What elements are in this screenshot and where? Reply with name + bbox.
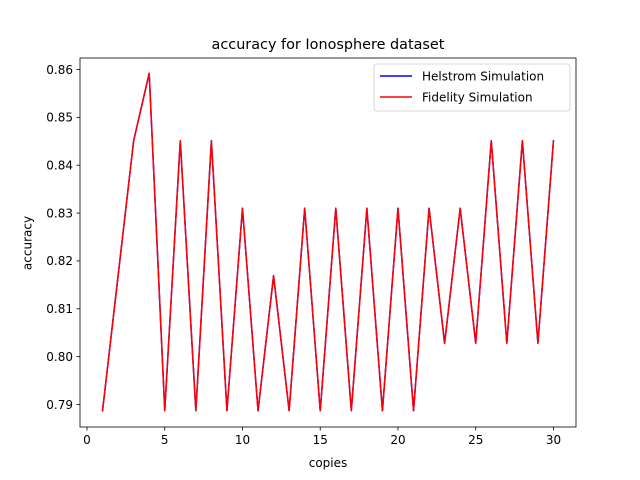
y-tick-label: 0.81 — [46, 302, 73, 316]
y-tick-label: 0.80 — [46, 350, 73, 364]
plot-area — [79, 57, 577, 428]
y-axis-label: accuracy — [21, 216, 35, 270]
legend-label: Helstrom Simulation — [422, 69, 544, 83]
x-axis-ticks: 0 5 10 15 20 25 30 — [83, 427, 561, 447]
legend-label: Fidelity Simulation — [422, 90, 533, 104]
x-tick-label: 25 — [468, 433, 483, 447]
y-axis-ticks: 0.79 0.80 0.81 0.82 0.83 0.84 0.85 0.86 — [46, 63, 80, 412]
y-tick-label: 0.85 — [46, 111, 73, 125]
x-tick-label: 10 — [235, 433, 250, 447]
y-tick-label: 0.83 — [46, 206, 73, 220]
x-tick-label: 0 — [83, 433, 91, 447]
x-tick-label: 20 — [390, 433, 405, 447]
x-axis-label: copies — [309, 456, 348, 470]
y-tick-label: 0.84 — [46, 159, 73, 173]
x-tick-label: 5 — [161, 433, 169, 447]
chart-title: accuracy for Ionosphere dataset — [212, 37, 445, 53]
x-tick-label: 30 — [546, 433, 561, 447]
y-tick-label: 0.82 — [46, 254, 73, 268]
series-line-2 — [101, 72, 555, 412]
y-tick-label: 0.79 — [46, 398, 73, 412]
y-tick-label: 0.86 — [46, 63, 73, 77]
axes-frame — [79, 57, 577, 428]
legend-box — [373, 63, 571, 112]
legend: Helstrom Simulation Fidelity Simulation — [373, 63, 571, 112]
x-tick-label: 15 — [313, 433, 328, 447]
